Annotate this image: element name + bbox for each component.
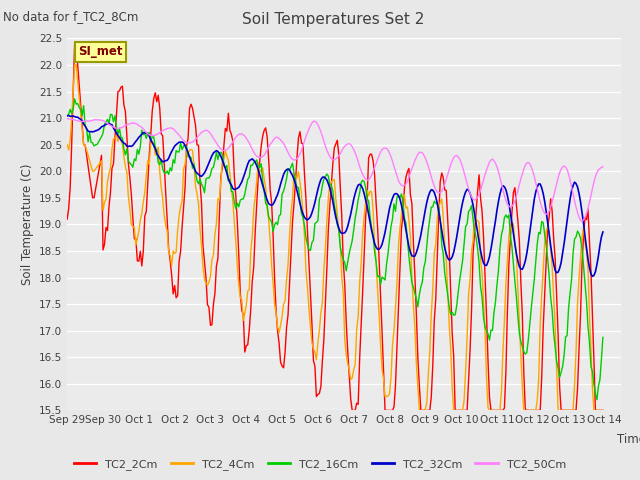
Text: No data for f_TC2_8Cm: No data for f_TC2_8Cm	[3, 10, 139, 23]
Text: SI_met: SI_met	[78, 45, 123, 58]
Y-axis label: Soil Temperature (C): Soil Temperature (C)	[20, 164, 33, 285]
Text: Soil Temperatures Set 2: Soil Temperatures Set 2	[242, 12, 424, 27]
X-axis label: Time: Time	[618, 433, 640, 446]
Legend: TC2_2Cm, TC2_4Cm, TC2_16Cm, TC2_32Cm, TC2_50Cm: TC2_2Cm, TC2_4Cm, TC2_16Cm, TC2_32Cm, TC…	[70, 455, 570, 474]
